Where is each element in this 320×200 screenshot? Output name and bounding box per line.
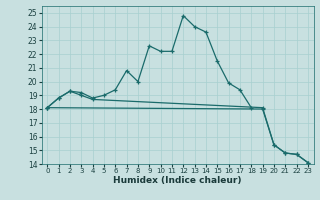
X-axis label: Humidex (Indice chaleur): Humidex (Indice chaleur) [113, 176, 242, 185]
